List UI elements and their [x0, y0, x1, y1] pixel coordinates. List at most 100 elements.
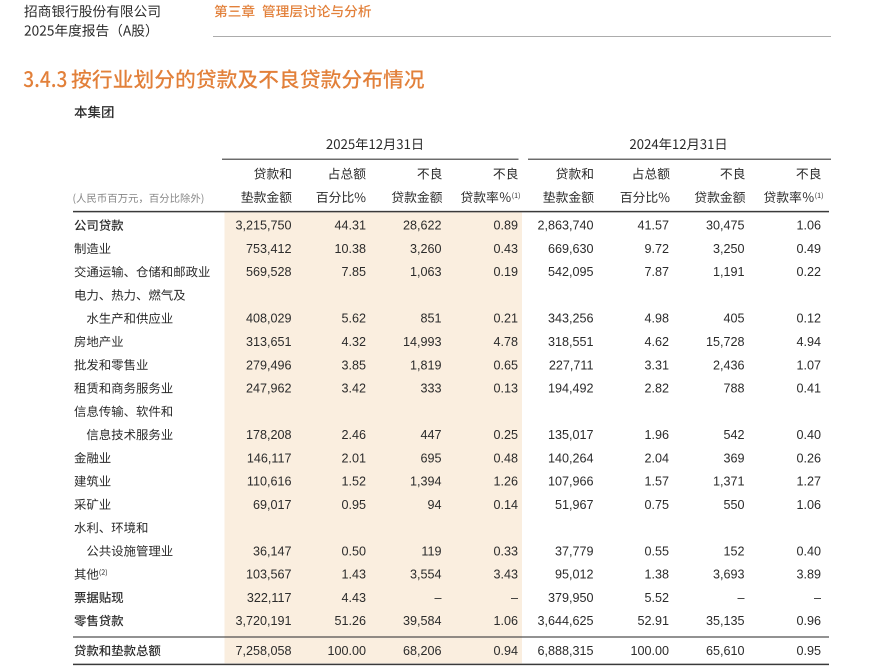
- svg-text:0.94: 0.94: [493, 644, 518, 658]
- svg-text:10.38: 10.38: [334, 242, 366, 256]
- svg-text:15,728: 15,728: [706, 335, 745, 349]
- svg-text:4.62: 4.62: [644, 335, 669, 349]
- svg-text:3,260: 3,260: [410, 242, 442, 256]
- svg-text:100.00: 100.00: [630, 644, 669, 658]
- svg-text:1.06: 1.06: [796, 219, 821, 233]
- svg-text:3,644,625: 3,644,625: [537, 614, 593, 628]
- svg-text:405: 405: [723, 312, 744, 326]
- svg-text:7.85: 7.85: [341, 265, 366, 279]
- svg-text:0.25: 0.25: [493, 428, 518, 442]
- svg-text:1,819: 1,819: [410, 358, 442, 372]
- svg-text:3,720,191: 3,720,191: [235, 614, 291, 628]
- svg-text:2.04: 2.04: [644, 451, 669, 465]
- svg-text:569,528: 569,528: [246, 265, 292, 279]
- svg-text:0.49: 0.49: [796, 242, 821, 256]
- svg-text:1.06: 1.06: [493, 614, 518, 628]
- svg-text:247,962: 247,962: [246, 382, 292, 396]
- svg-text:0.89: 0.89: [493, 219, 518, 233]
- svg-text:52.91: 52.91: [637, 614, 669, 628]
- svg-text:28,622: 28,622: [403, 219, 442, 233]
- svg-text:0.14: 0.14: [493, 498, 518, 512]
- svg-text:152: 152: [723, 544, 744, 558]
- svg-text:110,616: 110,616: [247, 475, 292, 489]
- svg-text:36,147: 36,147: [253, 544, 292, 558]
- svg-text:1,371: 1,371: [713, 475, 745, 489]
- svg-text:1.26: 1.26: [493, 475, 518, 489]
- svg-text:95,012: 95,012: [555, 568, 594, 582]
- svg-text:3.31: 3.31: [644, 358, 669, 372]
- svg-text:0.65: 0.65: [493, 358, 518, 372]
- svg-text:851: 851: [420, 312, 441, 326]
- svg-text:5.52: 5.52: [644, 591, 669, 605]
- svg-text:135,017: 135,017: [548, 428, 594, 442]
- svg-text:788: 788: [723, 382, 744, 396]
- svg-text:94: 94: [427, 498, 441, 512]
- svg-text:51,967: 51,967: [555, 498, 594, 512]
- svg-text:379,950: 379,950: [548, 591, 594, 605]
- svg-text:1.43: 1.43: [341, 568, 366, 582]
- svg-text:0.41: 0.41: [796, 382, 821, 396]
- svg-text:41.57: 41.57: [637, 219, 669, 233]
- svg-text:140,264: 140,264: [548, 451, 594, 465]
- svg-text:65,610: 65,610: [706, 644, 745, 658]
- svg-text:1.07: 1.07: [796, 358, 821, 372]
- svg-text:68,206: 68,206: [403, 644, 442, 658]
- svg-text:669,630: 669,630: [548, 242, 594, 256]
- svg-text:7,258,058: 7,258,058: [235, 644, 291, 658]
- svg-text:0.75: 0.75: [644, 498, 669, 512]
- svg-text:447: 447: [420, 428, 441, 442]
- svg-text:4.98: 4.98: [644, 312, 669, 326]
- svg-text:1,063: 1,063: [410, 265, 442, 279]
- svg-text:0.40: 0.40: [796, 428, 821, 442]
- svg-text:14,993: 14,993: [403, 335, 442, 349]
- svg-text:7.87: 7.87: [644, 265, 669, 279]
- svg-text:4.78: 4.78: [493, 335, 518, 349]
- svg-text:1,191: 1,191: [713, 265, 745, 279]
- svg-text:542,095: 542,095: [548, 265, 594, 279]
- svg-text:3,554: 3,554: [410, 568, 442, 582]
- svg-text:103,567: 103,567: [246, 568, 292, 582]
- svg-text:313,651: 313,651: [246, 335, 292, 349]
- svg-text:1,394: 1,394: [410, 475, 442, 489]
- svg-text:3.85: 3.85: [341, 358, 366, 372]
- svg-text:146,117: 146,117: [247, 451, 292, 465]
- svg-text:333: 333: [420, 382, 441, 396]
- svg-text:–: –: [737, 591, 744, 605]
- svg-text:107,966: 107,966: [548, 475, 594, 489]
- svg-text:51.26: 51.26: [334, 614, 366, 628]
- svg-text:695: 695: [420, 451, 441, 465]
- svg-text:100.00: 100.00: [327, 644, 366, 658]
- svg-text:2.01: 2.01: [341, 451, 366, 465]
- svg-text:2,436: 2,436: [713, 358, 745, 372]
- svg-text:1.52: 1.52: [341, 475, 366, 489]
- svg-text:0.95: 0.95: [341, 498, 366, 512]
- svg-text:0.26: 0.26: [796, 451, 821, 465]
- svg-text:4.43: 4.43: [341, 591, 366, 605]
- svg-text:322,117: 322,117: [247, 591, 292, 605]
- svg-text:0.55: 0.55: [644, 544, 669, 558]
- svg-text:0.19: 0.19: [493, 265, 518, 279]
- svg-text:318,551: 318,551: [548, 335, 594, 349]
- svg-text:194,492: 194,492: [548, 382, 594, 396]
- svg-text:753,412: 753,412: [246, 242, 292, 256]
- svg-text:2.82: 2.82: [644, 382, 669, 396]
- svg-text:2,863,740: 2,863,740: [537, 219, 593, 233]
- svg-text:408,029: 408,029: [246, 312, 292, 326]
- svg-text:–: –: [814, 591, 821, 605]
- svg-text:39,584: 39,584: [403, 614, 442, 628]
- svg-text:0.21: 0.21: [493, 312, 518, 326]
- svg-text:3,693: 3,693: [713, 568, 745, 582]
- svg-text:178,208: 178,208: [246, 428, 292, 442]
- svg-text:343,256: 343,256: [548, 312, 594, 326]
- svg-text:3.89: 3.89: [796, 568, 821, 582]
- svg-text:1.06: 1.06: [796, 498, 821, 512]
- svg-text:–: –: [511, 591, 518, 605]
- svg-text:279,496: 279,496: [246, 358, 292, 372]
- svg-text:44.31: 44.31: [334, 219, 366, 233]
- svg-text:542: 542: [723, 428, 744, 442]
- svg-text:35,135: 35,135: [706, 614, 745, 628]
- svg-text:3,215,750: 3,215,750: [235, 219, 291, 233]
- svg-text:30,475: 30,475: [706, 219, 745, 233]
- svg-text:37,779: 37,779: [555, 544, 594, 558]
- svg-text:0.48: 0.48: [493, 451, 518, 465]
